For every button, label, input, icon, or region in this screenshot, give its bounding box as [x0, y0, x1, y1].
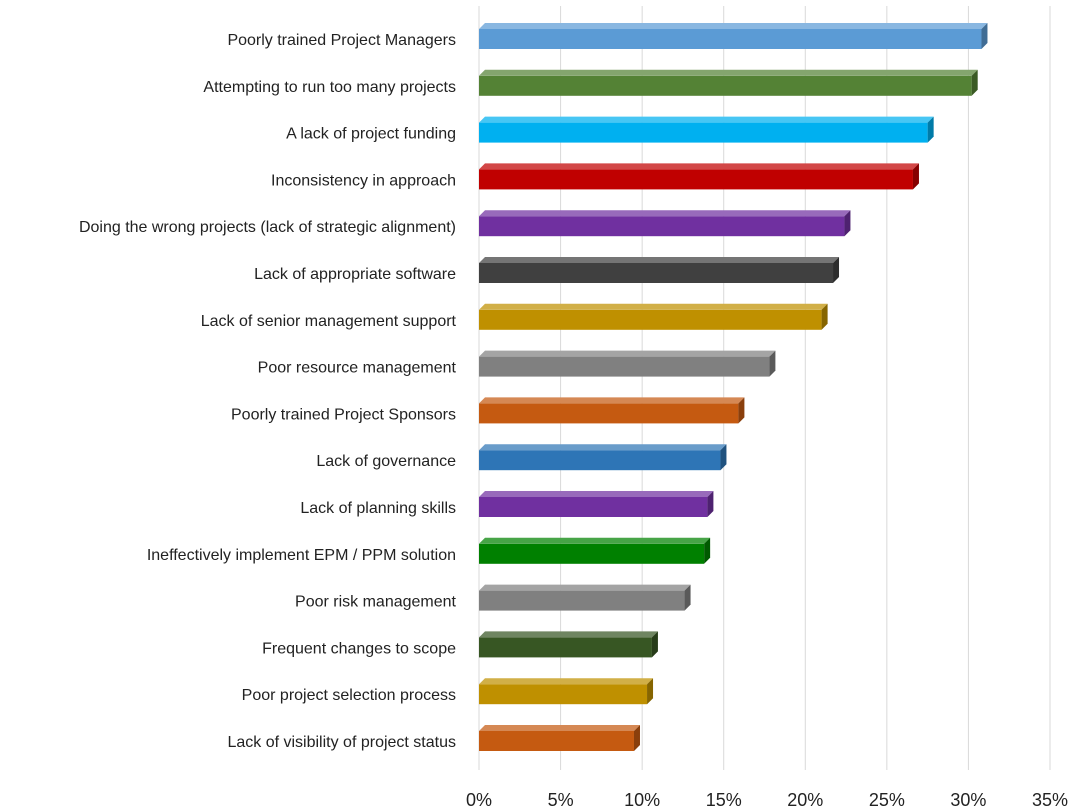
bar-top: [479, 725, 640, 731]
category-label: Attempting to run too many projects: [203, 79, 456, 96]
bar: [479, 116, 934, 143]
bar-side: [927, 116, 934, 143]
category-label: Poor project selection process: [242, 687, 456, 704]
x-tick-label: 10%: [624, 790, 660, 810]
bar-front: [479, 122, 928, 143]
bar: [479, 23, 988, 49]
category-label: Lack of senior management support: [201, 313, 457, 330]
bar: [479, 444, 727, 471]
bar-front: [479, 450, 721, 471]
category-label: Lack of governance: [316, 453, 456, 470]
bar-front: [479, 75, 972, 96]
bar-front: [479, 590, 685, 611]
bar-front: [479, 497, 708, 517]
bar-top: [479, 444, 727, 451]
category-label: Lack of visibility of project status: [227, 734, 456, 751]
x-tick-label: 25%: [869, 790, 905, 810]
bar-top: [479, 210, 851, 217]
bar: [479, 163, 919, 190]
bar-front: [479, 731, 634, 751]
bar-side: [971, 69, 978, 96]
bar-top: [479, 584, 691, 591]
category-labels: Poorly trained Project Managers Attemptin…: [79, 32, 457, 751]
bar-top: [479, 69, 978, 76]
x-tick-label: 5%: [548, 790, 574, 810]
bar: [479, 631, 658, 658]
bar-front: [479, 309, 822, 330]
bar: [479, 725, 640, 751]
x-tick-label: 30%: [950, 790, 986, 810]
x-tick-label: 20%: [787, 790, 823, 810]
bar-side: [738, 397, 745, 424]
bar-front: [479, 637, 652, 658]
bar-top: [479, 537, 711, 544]
category-label: Poor risk management: [295, 594, 457, 611]
bar-top: [479, 116, 934, 123]
category-label: Poor resource management: [258, 360, 457, 377]
bar-top: [479, 350, 776, 357]
bar-side: [981, 23, 988, 49]
bar-side: [684, 584, 691, 611]
x-tick-label: 15%: [706, 790, 742, 810]
category-label: Lack of appropriate software: [254, 266, 456, 283]
category-label: Frequent changes to scope: [262, 640, 456, 657]
bar-top: [479, 678, 654, 685]
category-label: Doing the wrong projects (lack of strate…: [79, 219, 456, 236]
category-label: Poorly trained Project Managers: [227, 32, 456, 49]
category-label: Ineffectively implement EPM / PPM soluti…: [147, 547, 456, 564]
bar: [479, 397, 745, 424]
bar: [479, 350, 776, 377]
category-label: Lack of planning skills: [300, 500, 456, 517]
bar-side: [707, 491, 714, 517]
bar-front: [479, 263, 834, 283]
bar: [479, 584, 691, 611]
bar: [479, 257, 840, 283]
bar-top: [479, 23, 988, 29]
category-label: Poorly trained Project Sponsors: [231, 406, 456, 423]
bar-top: [479, 397, 745, 404]
bar-front: [479, 543, 705, 564]
bar-side: [633, 725, 640, 751]
bar: [479, 69, 978, 96]
bar-side: [844, 210, 851, 237]
bar-top: [479, 303, 828, 310]
bar-side: [647, 678, 654, 705]
bar-top: [479, 163, 919, 170]
bar-front: [479, 216, 845, 237]
bar: [479, 491, 714, 517]
category-label: A lack of project funding: [286, 126, 456, 143]
bar-top: [479, 631, 658, 638]
bar-top: [479, 257, 840, 263]
category-label: Inconsistency in approach: [271, 172, 456, 189]
bar-side: [651, 631, 658, 658]
bar: [479, 537, 711, 564]
bars: [479, 23, 988, 751]
bar-side: [769, 350, 776, 377]
bar-top: [479, 491, 714, 497]
bar-side: [720, 444, 727, 471]
bar-side: [821, 303, 828, 330]
x-tick-label: 35%: [1032, 790, 1068, 810]
x-axis-tick-labels: 0% 5% 10% 15% 20% 25% 30% 35%: [466, 790, 1068, 810]
bar-side: [704, 537, 711, 564]
bar-front: [479, 29, 982, 49]
bar-front: [479, 684, 648, 705]
bar-front: [479, 356, 770, 377]
x-tick-label: 0%: [466, 790, 492, 810]
bar: [479, 678, 654, 705]
bar: [479, 303, 828, 330]
bar-front: [479, 169, 913, 190]
bar: [479, 210, 851, 237]
bar-front: [479, 403, 739, 424]
bar-side: [912, 163, 919, 190]
bar-side: [833, 257, 840, 283]
